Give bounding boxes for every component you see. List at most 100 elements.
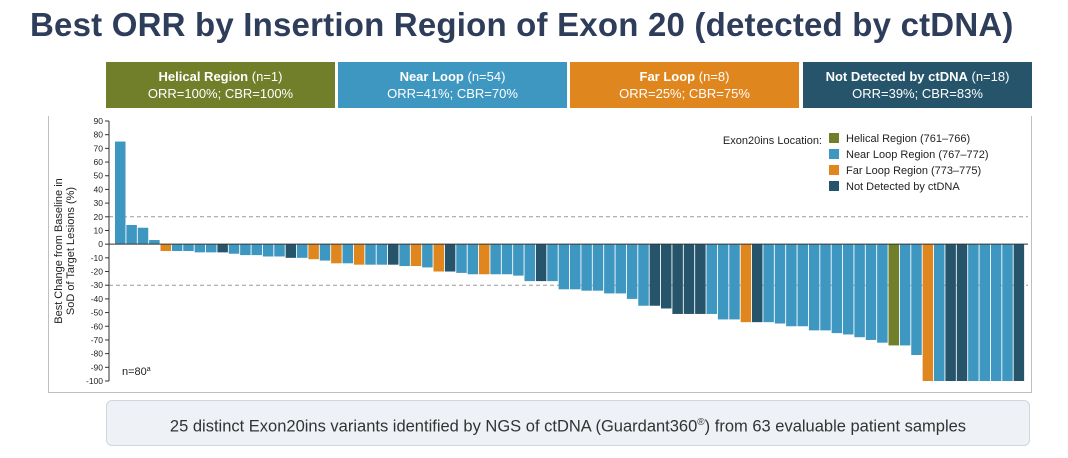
sample-size-footnote: a	[147, 366, 151, 373]
waterfall-bar	[228, 244, 240, 254]
y-tick-label: -70	[91, 335, 104, 345]
waterfall-bar	[183, 244, 194, 251]
waterfall-bar	[171, 244, 183, 251]
waterfall-bar	[410, 244, 422, 267]
waterfall-bar	[433, 244, 444, 272]
waterfall-bar	[797, 244, 808, 327]
waterfall-bar	[786, 244, 797, 327]
waterfall-bar	[115, 141, 126, 245]
waterfall-bar	[843, 244, 854, 335]
legend-swatch	[829, 165, 839, 175]
waterfall-bar	[729, 244, 740, 320]
y-tick-label: -20	[91, 267, 104, 277]
waterfall-bar	[763, 244, 774, 323]
y-tick-label: 80	[94, 130, 104, 140]
waterfall-bar	[604, 244, 615, 294]
legend-swatch	[829, 149, 839, 159]
summary-stats: ORR=25%; CBR=75%	[619, 86, 750, 101]
chart-legend: Exon20ins Location: Helical Region (761–…	[723, 133, 989, 193]
y-axis-label-line: SoD of Target Lesions (%)	[65, 187, 77, 315]
waterfall-bar	[149, 240, 160, 245]
footer-text: 25 distinct Exon20ins variants identifie…	[169, 417, 698, 436]
waterfall-bar	[262, 244, 274, 257]
waterfall-bar	[1013, 244, 1025, 381]
waterfall-bar	[581, 244, 592, 291]
page-title: Best ORR by Insertion Region of Exon 20 …	[30, 6, 1014, 43]
waterfall-bar	[558, 244, 570, 290]
y-tick-label: 60	[94, 157, 104, 167]
summary-label: Helical Region	[158, 69, 249, 84]
waterfall-bar	[376, 244, 388, 265]
y-tick-label: -100	[86, 376, 103, 386]
waterfall-bar	[922, 244, 934, 381]
y-tick-label: 40	[94, 184, 104, 194]
summary-stats: ORR=41%; CBR=70%	[387, 86, 518, 101]
y-axis-label: Best Change from Baseline inSoD of Targe…	[53, 178, 77, 324]
waterfall-bar	[945, 244, 956, 381]
waterfall-bar	[479, 244, 490, 275]
waterfall-bar	[831, 244, 843, 334]
waterfall-bar	[888, 244, 899, 346]
y-tick-label: 0	[98, 239, 103, 249]
waterfall-bar	[626, 244, 638, 299]
waterfall-bar	[979, 244, 990, 381]
footer-text-end: ) from 63 evaluable patient samples	[704, 417, 967, 436]
summary-stats: ORR=39%; CBR=83%	[852, 86, 983, 101]
waterfall-bar	[524, 244, 535, 282]
legend-entry: Not Detected by ctDNA	[846, 181, 960, 193]
waterfall-bar	[877, 244, 888, 343]
waterfall-bar	[422, 244, 433, 268]
y-tick-label: 50	[94, 171, 104, 181]
y-tick-label: -50	[91, 308, 104, 318]
waterfall-bar	[365, 244, 376, 265]
waterfall-bar	[490, 244, 501, 275]
waterfall-bar	[206, 244, 217, 253]
waterfall-bar	[308, 244, 319, 260]
waterfall-bar	[456, 244, 467, 273]
y-tick-label: -80	[91, 349, 104, 359]
summary-count: (n=1)	[251, 69, 283, 84]
waterfall-bar	[956, 244, 968, 381]
waterfall-bar	[683, 244, 695, 314]
waterfall-bar	[285, 244, 297, 258]
waterfall-bar	[137, 227, 149, 245]
waterfall-bar	[399, 244, 410, 267]
sample-size-text: n=80	[122, 366, 147, 378]
waterfall-bar	[774, 244, 786, 324]
waterfall-bar	[513, 244, 524, 276]
waterfall-bar	[353, 244, 365, 265]
legend-title: Exon20ins Location:	[723, 135, 822, 147]
summary-label: Near Loop	[399, 69, 464, 84]
legend-entry: Far Loop Region (773–775)	[846, 165, 981, 177]
summary-label: Not Detected by ctDNA	[825, 69, 968, 84]
waterfall-bar	[388, 244, 399, 265]
y-tick-label: -30	[91, 280, 104, 290]
waterfall-bar	[240, 244, 251, 256]
y-tick-label: -10	[91, 253, 104, 263]
waterfall-bar	[217, 244, 228, 253]
y-tick-label: 20	[94, 212, 104, 222]
waterfall-bar	[865, 244, 877, 340]
waterfall-bar	[342, 244, 353, 264]
waterfall-bar	[695, 244, 706, 314]
waterfall-bar	[672, 244, 683, 314]
footer-registered-mark: ®	[697, 417, 705, 428]
waterfall-bar	[444, 244, 456, 272]
waterfall-bar	[547, 244, 558, 282]
waterfall-bar	[717, 244, 729, 320]
waterfall-bar	[535, 244, 547, 282]
waterfall-bar	[160, 244, 171, 251]
waterfall-bar	[467, 244, 479, 275]
y-tick-label: -60	[91, 321, 104, 331]
legend-entry: Helical Region (761–766)	[846, 133, 970, 145]
summary-count: (n=8)	[698, 69, 730, 84]
waterfall-bar	[319, 244, 331, 261]
waterfall-bar	[968, 244, 979, 381]
summary-count: (n=54)	[467, 69, 506, 84]
y-tick-label: -40	[91, 294, 104, 304]
waterfall-bar	[706, 244, 717, 314]
waterfall-bar	[649, 244, 661, 306]
waterfall-chart: 90 80 70 60 50 40 30 20 10 0 -10 -20 -30 -40 -50 -60 -70…	[53, 116, 1028, 386]
waterfall-bar	[274, 244, 285, 257]
waterfall-bar	[570, 244, 581, 290]
